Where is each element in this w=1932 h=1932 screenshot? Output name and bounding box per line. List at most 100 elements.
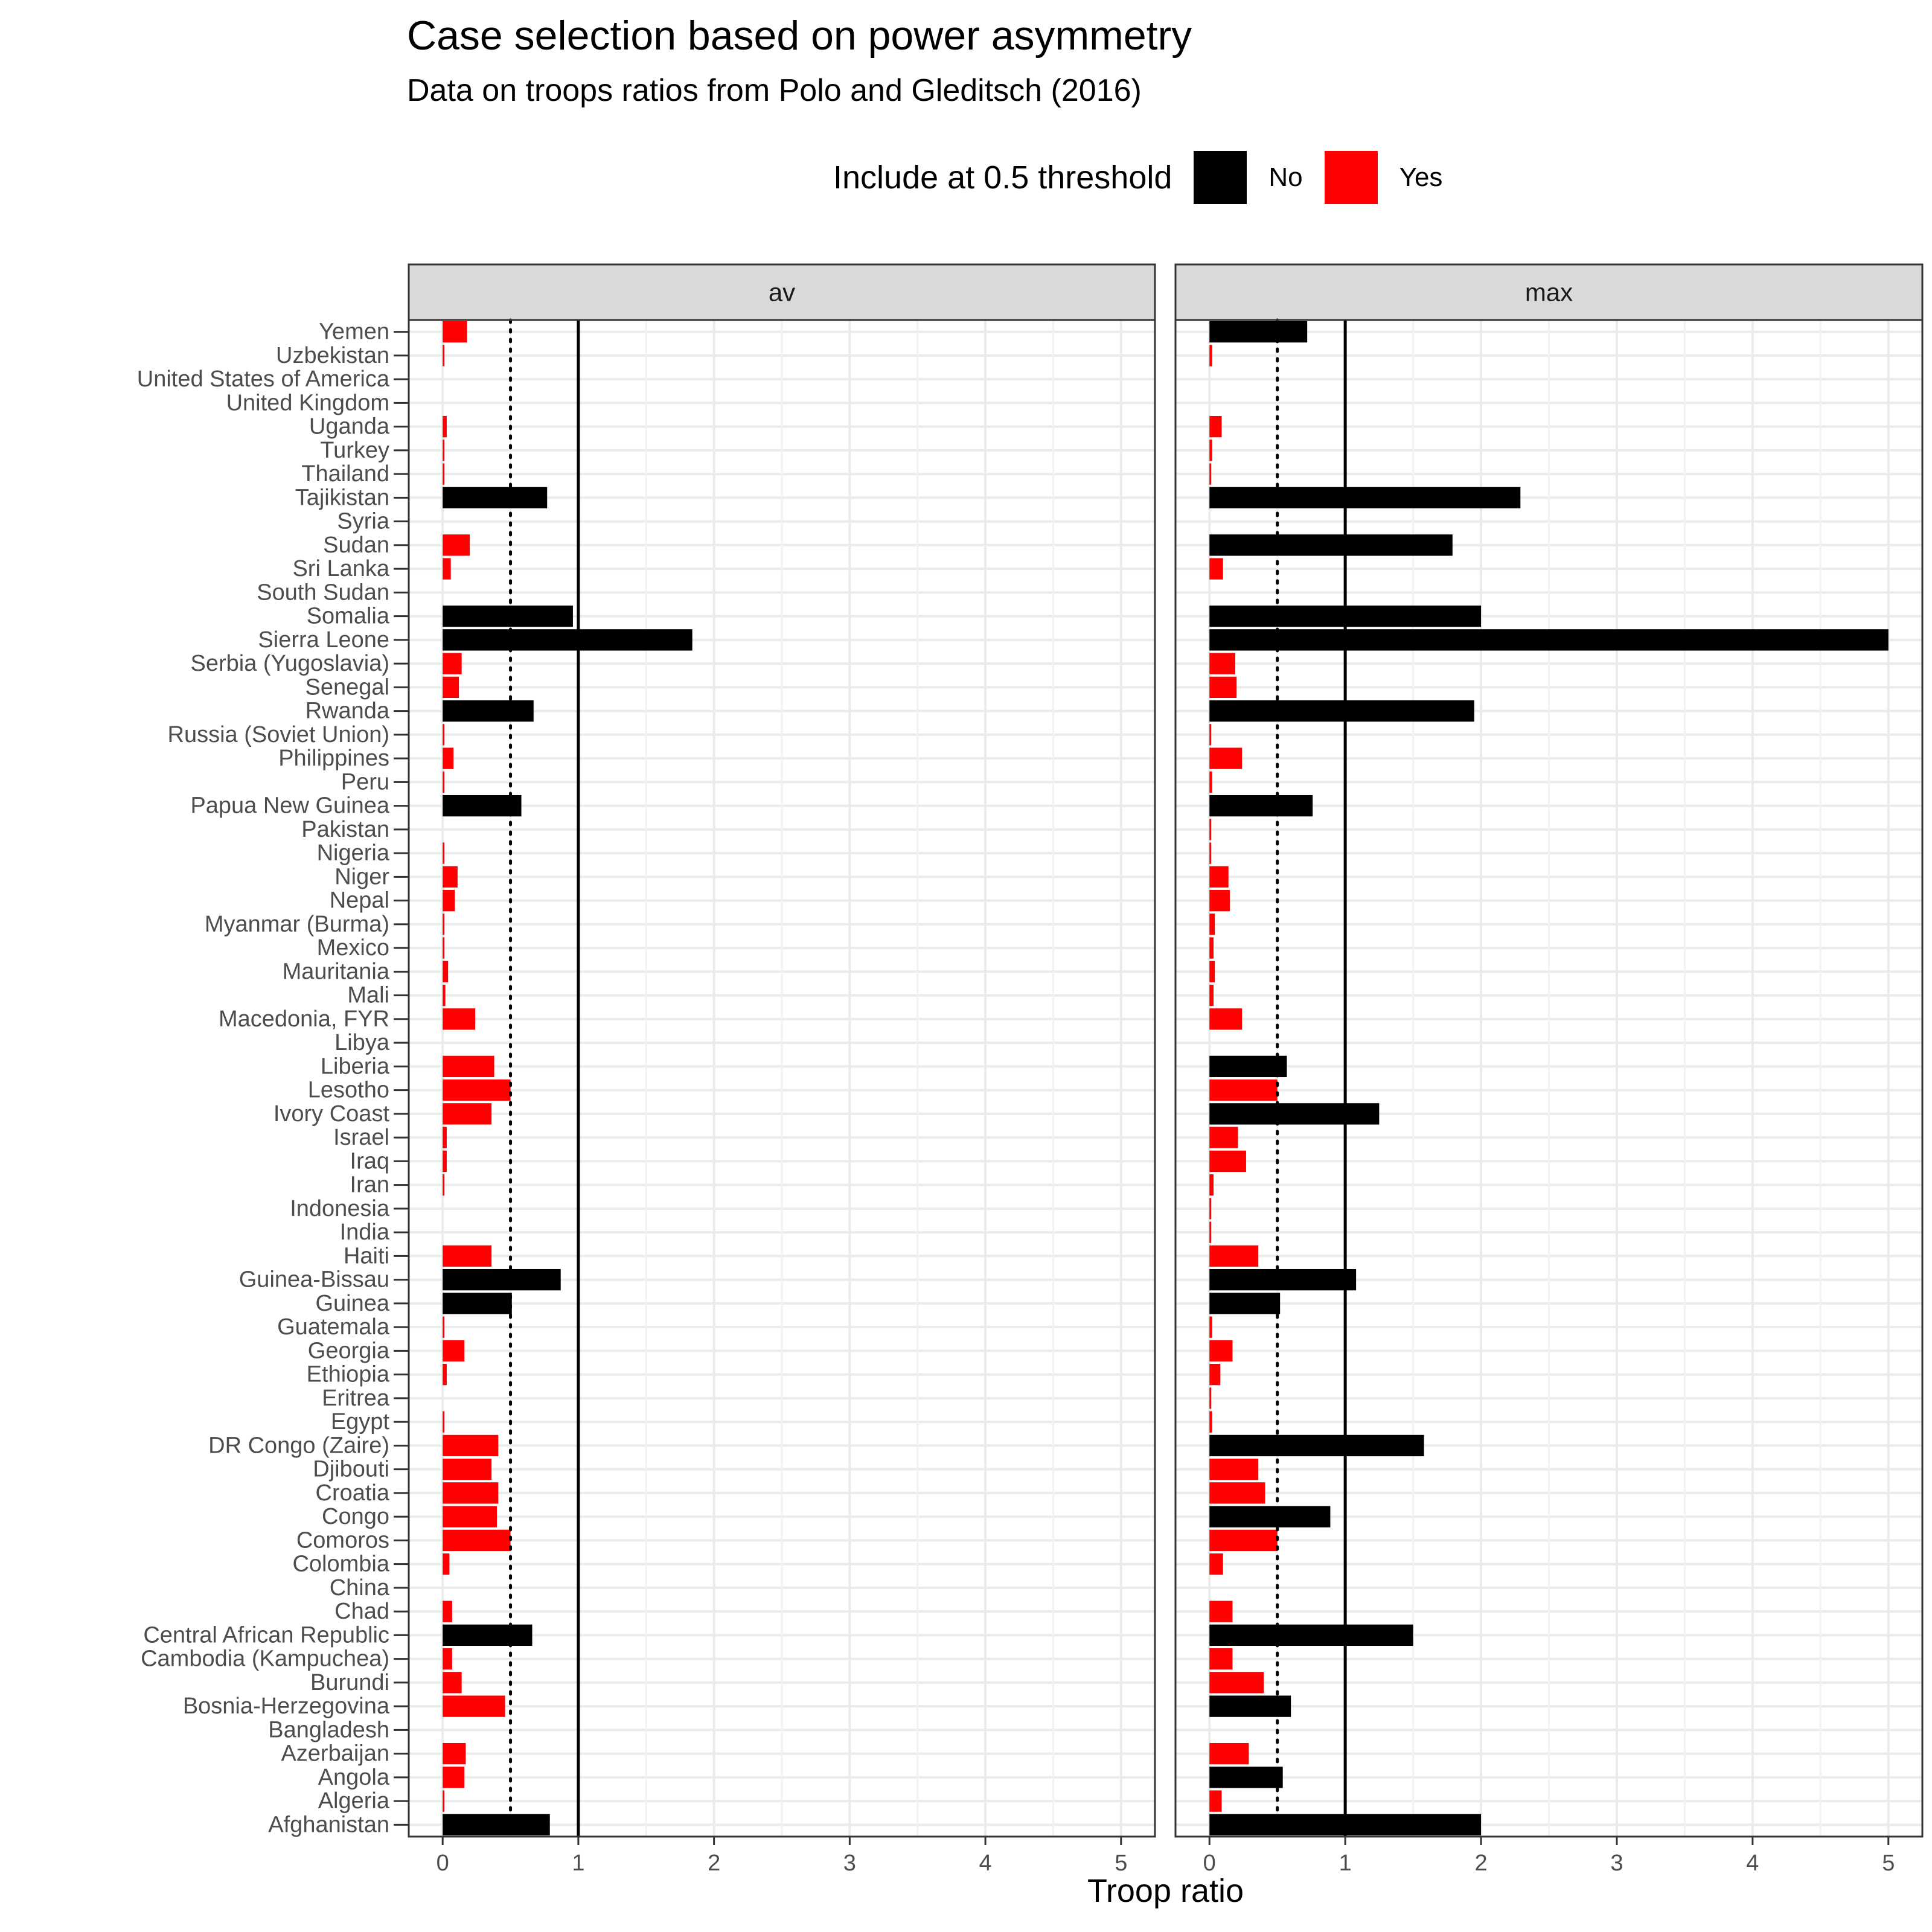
y-tick-label: Nepal: [330, 888, 389, 913]
x-tick-label: 2: [1474, 1850, 1487, 1876]
bar: [443, 1127, 447, 1148]
y-tick-label: Chad: [334, 1599, 389, 1624]
y-tick-label: Burundi: [310, 1670, 389, 1695]
y-tick-label: Guatemala: [277, 1314, 390, 1340]
bar: [1209, 1245, 1259, 1267]
y-tick-label: Thailand: [301, 461, 389, 487]
x-tick-label: 1: [572, 1850, 584, 1876]
bar: [443, 961, 449, 983]
x-tick-label: 0: [1203, 1850, 1216, 1876]
bar: [1209, 866, 1229, 888]
y-tick-label: United States of America: [137, 366, 390, 392]
facet-label: av: [769, 278, 795, 307]
y-tick-label: DR Congo (Zaire): [208, 1433, 389, 1458]
bar: [443, 1363, 447, 1386]
bar: [1209, 1790, 1222, 1812]
bar: [1209, 1008, 1243, 1030]
x-tick-label: 5: [1882, 1850, 1895, 1876]
bar: [1209, 1221, 1212, 1243]
chart-subtitle: Data on troops ratios from Polo and Gled…: [407, 73, 1142, 108]
y-tick-label: Turkey: [320, 438, 389, 463]
y-tick-label: Niger: [334, 864, 389, 889]
bar: [1209, 1174, 1214, 1196]
bar: [1209, 795, 1313, 817]
y-tick-label: Libya: [334, 1030, 390, 1055]
bar: [443, 842, 445, 864]
bar: [443, 1790, 445, 1812]
y-tick-label: Algeria: [318, 1788, 390, 1814]
bar: [1209, 1767, 1283, 1788]
bar: [443, 1245, 492, 1267]
bar: [443, 1174, 445, 1196]
y-tick-label: Comoros: [296, 1527, 389, 1553]
y-tick-label: Azerbaijan: [281, 1741, 389, 1767]
bar: [1209, 321, 1308, 343]
panel-border: [408, 319, 1156, 1838]
bar: [443, 1411, 445, 1433]
x-tick-label: 1: [1339, 1850, 1352, 1876]
y-tick-label: Israel: [333, 1125, 389, 1150]
y-tick-label: Russia (Soviet Union): [168, 722, 389, 747]
y-tick-label: South Sudan: [257, 580, 389, 605]
bar: [443, 937, 445, 959]
bar: [1209, 440, 1212, 461]
bar: [443, 415, 447, 438]
y-tick-label: Uzbekistan: [276, 343, 389, 368]
y-tick-label: Iraq: [350, 1148, 389, 1174]
x-tick-label: 3: [843, 1850, 856, 1876]
y-tick-label: Bosnia-Herzegovina: [183, 1694, 390, 1719]
legend-item-yes: Yes: [1324, 151, 1443, 204]
bar: [1209, 1648, 1233, 1670]
facet-strip: [408, 263, 1156, 321]
x-tick-label: 5: [1115, 1850, 1127, 1876]
legend: Include at 0.5 threshold No Yes: [833, 151, 1464, 204]
legend-key-yes: [1324, 151, 1378, 204]
bar: [443, 1268, 561, 1291]
bar: [1209, 1458, 1259, 1480]
bar: [1209, 984, 1214, 1006]
y-tick-label: Syria: [337, 509, 389, 534]
bar: [1209, 842, 1212, 864]
bar: [443, 1055, 494, 1078]
bar: [1209, 1055, 1287, 1078]
y-tick-label: India: [340, 1220, 390, 1245]
x-tick-label: 4: [979, 1850, 992, 1876]
bar: [1209, 1482, 1265, 1504]
y-tick-label: Macedonia, FYR: [219, 1006, 389, 1032]
bar: [443, 1150, 447, 1172]
y-tick-label: United Kingdom: [226, 390, 389, 415]
bar: [443, 866, 458, 888]
bar: [1209, 747, 1243, 769]
bar: [1209, 463, 1212, 485]
bar: [443, 440, 445, 461]
y-tick-label: Croatia: [316, 1480, 390, 1506]
y-tick-label: Rwanda: [305, 699, 390, 724]
panel-border: [1174, 319, 1924, 1838]
x-tick-label: 2: [708, 1850, 720, 1876]
y-tick-label: Congo: [322, 1504, 389, 1529]
y-tick-label: Sri Lanka: [292, 556, 389, 581]
y-tick-label: Lesotho: [308, 1078, 389, 1103]
legend-label-yes: Yes: [1399, 162, 1443, 192]
bar: [1209, 415, 1222, 438]
y-tick-label: Serbia (Yugoslavia): [190, 651, 389, 676]
bar: [1209, 653, 1235, 674]
bar: [1209, 345, 1212, 366]
title-block: Case selection based on power asymmetry …: [407, 12, 1192, 109]
y-tick-label: Eritrea: [322, 1386, 390, 1411]
x-tick-label: 0: [437, 1850, 449, 1876]
y-tick-label: Georgia: [308, 1338, 390, 1363]
bar: [443, 1767, 465, 1788]
y-tick-label: Iran: [350, 1172, 389, 1198]
bar: [1209, 913, 1215, 935]
y-tick-label: Senegal: [305, 674, 389, 700]
bar: [443, 724, 445, 746]
bar: [1209, 1293, 1281, 1314]
y-tick-label: Guinea: [315, 1291, 389, 1316]
y-tick-label: Somalia: [307, 604, 390, 629]
bar: [443, 795, 522, 817]
bar: [443, 629, 693, 651]
bar: [443, 1624, 533, 1646]
bar: [1209, 487, 1521, 509]
bar: [443, 771, 445, 793]
